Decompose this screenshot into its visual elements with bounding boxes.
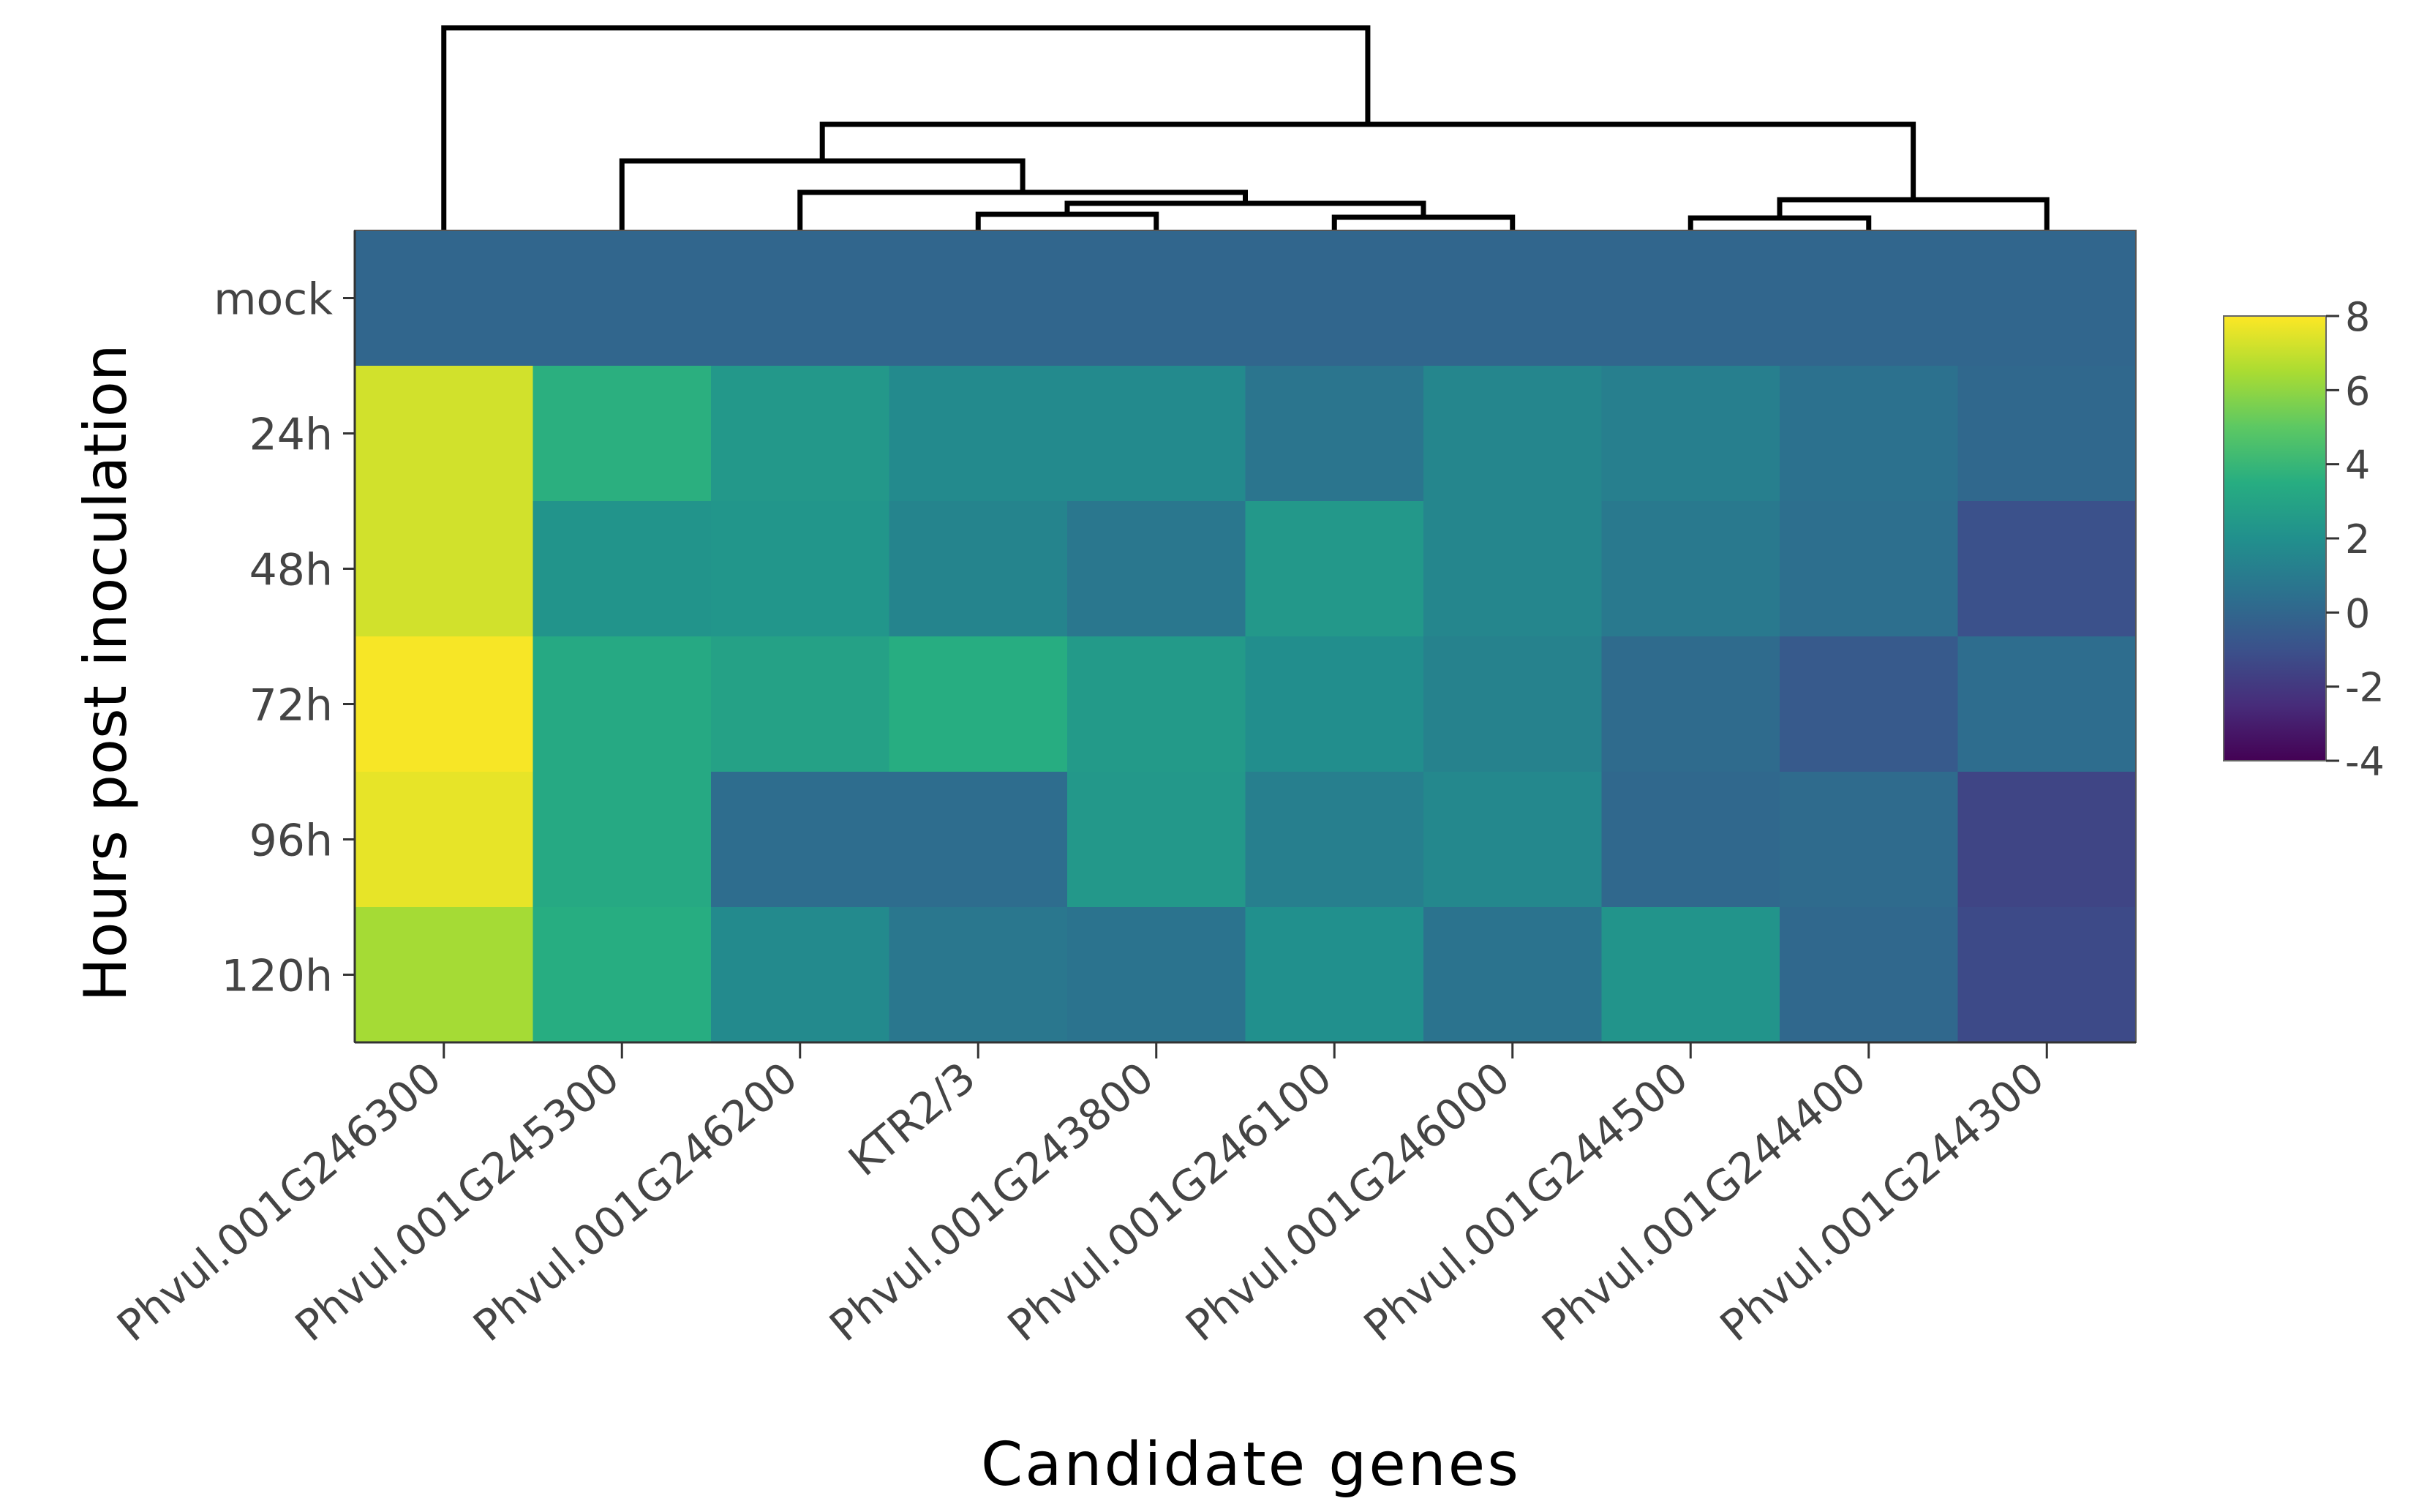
x-tick-label: Phvul.001G246200 <box>464 1053 806 1351</box>
heatmap-cell <box>1780 772 1959 908</box>
heatmap-cell <box>1601 230 1780 366</box>
dendrogram-link <box>441 25 1371 230</box>
heatmap-cell <box>1067 230 1246 366</box>
heatmap-cell <box>355 501 534 637</box>
dendrogram-link <box>1687 215 1872 230</box>
heatmap-cell <box>1423 636 1603 772</box>
heatmap-cell <box>1957 636 2137 772</box>
heatmap-cell <box>1957 907 2137 1043</box>
heatmap-cell <box>711 366 890 502</box>
heatmap-cell <box>533 366 712 502</box>
x-tick-label: KTR2/3 <box>839 1053 985 1186</box>
heatmap-cells <box>354 230 2137 1043</box>
heatmap-cell <box>1423 366 1603 502</box>
heatmap-cell <box>711 907 890 1043</box>
heatmap-cell <box>1245 772 1424 908</box>
heatmap-cell <box>1245 636 1424 772</box>
heatmap-cell <box>1957 501 2137 637</box>
colorbar-tick-label: -2 <box>2345 665 2385 711</box>
heatmap-cell <box>355 907 534 1043</box>
heatmap-cell <box>1957 772 2137 908</box>
colorbar: 8 6 4 2 0 -2 -4 <box>2223 294 2385 785</box>
x-tick-label: Phvul.001G246000 <box>1176 1053 1519 1351</box>
heatmap-cell <box>1780 230 1959 366</box>
heatmap-cell <box>711 230 890 366</box>
y-tick-label: 120h <box>221 951 333 1002</box>
y-tick-label: 96h <box>249 816 333 867</box>
heatmap-cell <box>533 230 712 366</box>
heatmap-cell <box>889 230 1068 366</box>
heatmap-cell <box>1245 501 1424 637</box>
heatmap-cell <box>533 907 712 1043</box>
heatmap-cell <box>1067 636 1246 772</box>
colorbar-tick-label: 2 <box>2345 516 2370 563</box>
heatmap-cell <box>1423 772 1603 908</box>
heatmap-cell <box>1067 772 1246 908</box>
y-tick-label: mock <box>214 274 333 326</box>
heatmap-cell <box>355 772 534 908</box>
x-tick-label: Phvul.001G246100 <box>998 1053 1341 1351</box>
heatmap-cell <box>533 636 712 772</box>
x-tick-label: Phvul.001G244400 <box>1532 1053 1875 1351</box>
dendrogram-link <box>619 158 1026 230</box>
heatmap-cell <box>889 636 1068 772</box>
heatmap-cell <box>711 501 890 637</box>
heatmap-cell <box>889 772 1068 908</box>
heatmap-cell <box>1423 230 1603 366</box>
heatmap-cell <box>1067 907 1246 1043</box>
heatmap-cell <box>1067 501 1246 637</box>
heatmap-cell <box>1601 366 1780 502</box>
colorbar-tick-label: 6 <box>2345 368 2370 414</box>
dendrogram-link <box>975 211 1159 230</box>
heatmap-cell <box>1957 366 2137 502</box>
heatmap-cell <box>1423 907 1603 1043</box>
heatmap-cell <box>711 636 890 772</box>
heatmap-cell <box>1245 366 1424 502</box>
heatmap-cell <box>1245 230 1424 366</box>
colorbar-tick-label: -4 <box>2345 739 2385 785</box>
colorbar-tick-label: 4 <box>2345 443 2370 489</box>
heatmap-cell <box>355 366 534 502</box>
heatmap-cell <box>889 907 1068 1043</box>
heatmap-cell <box>1601 907 1780 1043</box>
heatmap-cell <box>1601 636 1780 772</box>
colorbar-tick-label: 8 <box>2345 294 2370 340</box>
y-axis-ticks: mock 24h 48h 72h 96h 120h <box>214 230 356 1042</box>
dendrogram-link <box>797 189 1248 230</box>
heatmap-cell <box>1780 501 1959 637</box>
heatmap-cell <box>889 366 1068 502</box>
x-tick-label: Phvul.001G243800 <box>820 1053 1162 1351</box>
y-tick-label: 48h <box>249 545 333 596</box>
heatmap-cell <box>355 636 534 772</box>
heatmap-cell <box>1423 501 1603 637</box>
heatmap-cell <box>889 501 1068 637</box>
y-tick-label: 72h <box>249 680 333 731</box>
x-tick-label: Phvul.001G244300 <box>1711 1053 2053 1351</box>
x-axis-title: Candidate genes <box>981 1430 1521 1500</box>
heatmap-cell <box>533 501 712 637</box>
y-axis-title: Hours post inoculation <box>72 344 140 1001</box>
x-tick-label: Phvul.001G244500 <box>1355 1053 1697 1351</box>
heatmap-cell <box>355 230 534 366</box>
heatmap-cell <box>711 772 890 908</box>
x-tick-label: Phvul.001G245300 <box>286 1053 628 1351</box>
heatmap-cell <box>1780 366 1959 502</box>
x-axis-ticks: Phvul.001G246300Phvul.001G245300Phvul.00… <box>108 1041 2136 1351</box>
heatmap-cell <box>1780 636 1959 772</box>
x-tick-label: Phvul.001G246300 <box>108 1053 450 1351</box>
y-tick-label: 24h <box>249 410 333 461</box>
heatmap-cell <box>1067 366 1246 502</box>
colorbar-tick-label: 0 <box>2345 590 2370 636</box>
dendrogram-link <box>1777 197 2050 230</box>
heatmap-cell <box>1957 230 2137 366</box>
heatmap-cell <box>1780 907 1959 1043</box>
dendrogram-link <box>1331 214 1516 230</box>
colorbar-gradient <box>2223 315 2327 761</box>
heatmap-cell <box>1601 772 1780 908</box>
heatmap-cell <box>1245 907 1424 1043</box>
heatmap-cell <box>1601 501 1780 637</box>
column-dendrogram <box>441 25 2050 230</box>
heatmap-cell <box>533 772 712 908</box>
